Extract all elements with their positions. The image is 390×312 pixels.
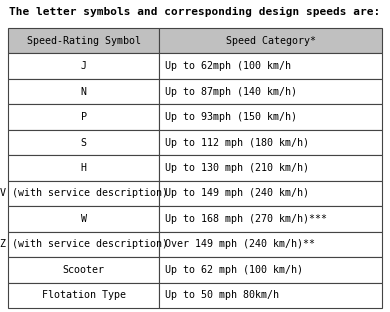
Text: Up to 130 mph (210 km/h): Up to 130 mph (210 km/h) bbox=[165, 163, 310, 173]
Bar bbox=[160, 283, 382, 308]
Bar bbox=[8, 181, 160, 206]
Text: Up to 50 mph 80km/h: Up to 50 mph 80km/h bbox=[165, 290, 280, 300]
Text: Up to 62 mph (100 km/h): Up to 62 mph (100 km/h) bbox=[165, 265, 303, 275]
Bar bbox=[8, 104, 160, 130]
Bar bbox=[8, 130, 160, 155]
Bar bbox=[8, 79, 160, 104]
Text: Up to 62mph (100 km/h: Up to 62mph (100 km/h bbox=[165, 61, 291, 71]
Bar bbox=[160, 206, 382, 232]
Text: N: N bbox=[81, 87, 87, 97]
Text: Up to 168 mph (270 km/h)***: Up to 168 mph (270 km/h)*** bbox=[165, 214, 328, 224]
Bar bbox=[8, 257, 160, 283]
Bar bbox=[160, 257, 382, 283]
Text: The letter symbols and corresponding design speeds are:: The letter symbols and corresponding des… bbox=[9, 7, 381, 17]
Text: Z (with service description): Z (with service description) bbox=[0, 239, 168, 249]
Bar bbox=[8, 232, 160, 257]
Text: H: H bbox=[81, 163, 87, 173]
Text: Speed-Rating Symbol: Speed-Rating Symbol bbox=[27, 36, 141, 46]
Text: Flotation Type: Flotation Type bbox=[42, 290, 126, 300]
Bar bbox=[160, 155, 382, 181]
Text: Speed Category*: Speed Category* bbox=[226, 36, 316, 46]
Bar bbox=[8, 53, 160, 79]
Bar bbox=[160, 130, 382, 155]
Text: P: P bbox=[81, 112, 87, 122]
Text: Up to 112 mph (180 km/h): Up to 112 mph (180 km/h) bbox=[165, 138, 310, 148]
Bar bbox=[8, 206, 160, 232]
Text: J: J bbox=[81, 61, 87, 71]
Text: Up to 149 mph (240 km/h): Up to 149 mph (240 km/h) bbox=[165, 188, 310, 198]
Bar bbox=[8, 28, 160, 53]
Text: Scooter: Scooter bbox=[63, 265, 105, 275]
Text: V (with service description): V (with service description) bbox=[0, 188, 168, 198]
Text: Up to 93mph (150 km/h): Up to 93mph (150 km/h) bbox=[165, 112, 298, 122]
Bar bbox=[160, 53, 382, 79]
Bar bbox=[160, 28, 382, 53]
Text: Over 149 mph (240 km/h)**: Over 149 mph (240 km/h)** bbox=[165, 239, 316, 249]
Text: S: S bbox=[81, 138, 87, 148]
Bar bbox=[160, 232, 382, 257]
Bar bbox=[8, 155, 160, 181]
Bar bbox=[160, 104, 382, 130]
Bar bbox=[8, 283, 160, 308]
Text: Up to 87mph (140 km/h): Up to 87mph (140 km/h) bbox=[165, 87, 298, 97]
Bar bbox=[160, 79, 382, 104]
Bar bbox=[160, 181, 382, 206]
Text: W: W bbox=[81, 214, 87, 224]
